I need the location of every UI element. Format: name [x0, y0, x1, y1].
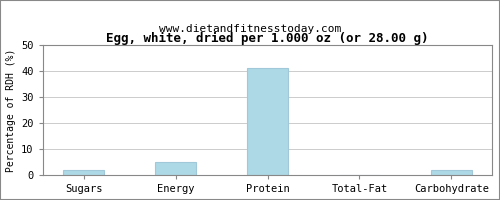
- Title: Egg, white, dried per 1.000 oz (or 28.00 g): Egg, white, dried per 1.000 oz (or 28.00…: [106, 32, 429, 45]
- Bar: [63, 170, 104, 175]
- Text: www.dietandfitnesstoday.com: www.dietandfitnesstoday.com: [159, 24, 341, 34]
- Y-axis label: Percentage of RDH (%): Percentage of RDH (%): [6, 48, 16, 172]
- Bar: [430, 170, 472, 175]
- Bar: [155, 162, 196, 175]
- Bar: [247, 68, 288, 175]
